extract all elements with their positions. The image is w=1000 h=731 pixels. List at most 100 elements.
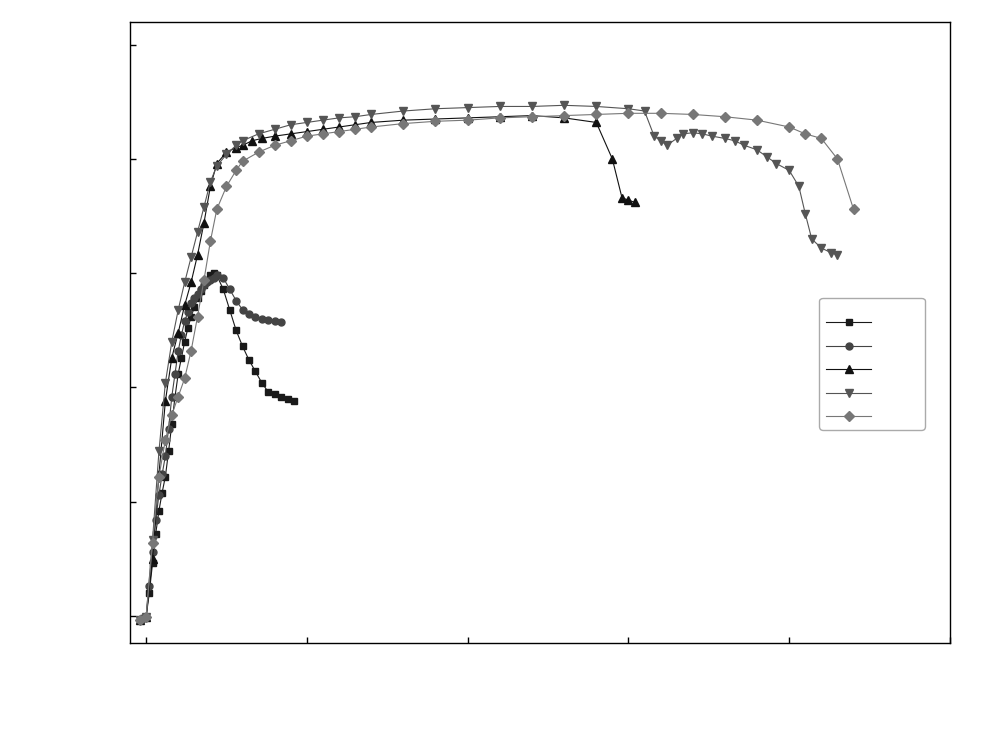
3000s⁻¹ [256,134,268,143]
3000s⁻¹ [494,113,506,121]
Legend: 1300s⁻¹, 1500s⁻¹, 3000s⁻¹, 3500s⁻¹, 4000s⁻¹: 1300s⁻¹, 1500s⁻¹, 3000s⁻¹, 3500s⁻¹, 4000… [819,298,925,430]
4000s⁻¹ [253,148,265,156]
4000s⁻¹ [462,115,474,124]
3500s⁻¹ [639,107,651,115]
4000s⁻¹ [751,115,763,124]
4000s⁻¹ [179,374,191,383]
1500s⁻¹ [195,285,207,294]
1500s⁻¹ [269,317,281,325]
4000s⁻¹ [655,109,667,118]
4000s⁻¹ [172,393,184,401]
1300s⁻¹ [137,614,149,623]
1500s⁻¹ [147,548,159,556]
1500s⁻¹ [208,273,220,282]
4000s⁻¹ [799,129,811,138]
1300s⁻¹ [140,613,152,621]
1300s⁻¹ [195,287,207,296]
3000s⁻¹ [429,115,441,124]
3000s⁻¹ [301,127,313,136]
3500s⁻¹ [677,129,689,138]
1300s⁻¹ [204,271,216,280]
4000s⁻¹ [365,123,377,132]
1300s⁻¹ [172,369,184,378]
1500s⁻¹ [182,308,194,317]
1300s⁻¹ [201,276,213,284]
3000s⁻¹ [153,470,165,479]
3000s⁻¹ [269,132,281,140]
4000s⁻¹ [230,166,242,175]
4000s⁻¹ [719,113,731,121]
4000s⁻¹ [397,119,409,128]
1500s⁻¹ [237,306,249,314]
1500s⁻¹ [188,294,200,303]
4000s⁻¹ [590,110,602,119]
1500s⁻¹ [175,330,187,339]
3500s⁻¹ [134,616,146,625]
1500s⁻¹ [166,393,178,401]
3000s⁻¹ [185,278,197,287]
3000s⁻¹ [365,118,377,127]
1300s⁻¹ [134,616,146,625]
1500s⁻¹ [179,317,191,325]
3000s⁻¹ [606,155,618,164]
Line: 4000s⁻¹: 4000s⁻¹ [136,110,857,624]
1500s⁻¹ [192,289,204,298]
4000s⁻¹ [198,276,210,284]
3000s⁻¹ [198,219,210,227]
4000s⁻¹ [192,312,204,321]
4000s⁻¹ [140,613,152,621]
1300s⁻¹ [182,324,194,333]
Line: 1500s⁻¹: 1500s⁻¹ [136,272,285,624]
4000s⁻¹ [204,237,216,246]
1500s⁻¹ [230,296,242,305]
3000s⁻¹ [246,137,258,145]
1300s⁻¹ [153,507,165,515]
4000s⁻¹ [831,155,843,164]
1500s⁻¹ [211,271,223,280]
3000s⁻¹ [622,196,634,205]
3000s⁻¹ [140,613,152,621]
3000s⁻¹ [285,129,297,138]
1300s⁻¹ [156,488,168,497]
3500s⁻¹ [558,101,570,110]
3000s⁻¹ [526,111,538,120]
4000s⁻¹ [285,137,297,145]
1500s⁻¹ [198,280,210,289]
1300s⁻¹ [163,447,175,456]
4000s⁻¹ [333,127,345,136]
4000s⁻¹ [220,182,232,191]
1300s⁻¹ [237,342,249,351]
4000s⁻¹ [269,141,281,150]
1500s⁻¹ [204,276,216,284]
1300s⁻¹ [192,294,204,303]
4000s⁻¹ [317,129,329,138]
1300s⁻¹ [147,559,159,568]
4000s⁻¹ [237,157,249,166]
1300s⁻¹ [188,303,200,312]
4000s⁻¹ [429,117,441,126]
3000s⁻¹ [211,159,223,168]
1300s⁻¹ [179,338,191,346]
4000s⁻¹ [153,472,165,481]
Line: 3500s⁻¹: 3500s⁻¹ [135,101,842,624]
1500s⁻¹ [275,318,287,327]
4000s⁻¹ [494,113,506,122]
1500s⁻¹ [262,316,274,325]
1500s⁻¹ [224,285,236,294]
1300s⁻¹ [208,269,220,278]
4000s⁻¹ [687,110,699,119]
3500s⁻¹ [590,102,602,111]
Line: 3000s⁻¹: 3000s⁻¹ [135,111,639,624]
3000s⁻¹ [629,198,641,207]
1500s⁻¹ [159,452,171,461]
4000s⁻¹ [185,346,197,355]
1500s⁻¹ [156,470,168,479]
1300s⁻¹ [249,367,261,376]
1500s⁻¹ [137,614,149,623]
4000s⁻¹ [783,123,795,132]
3000s⁻¹ [220,148,232,156]
4000s⁻¹ [147,538,159,547]
1500s⁻¹ [249,312,261,321]
1300s⁻¹ [282,395,294,404]
3000s⁻¹ [397,115,409,124]
